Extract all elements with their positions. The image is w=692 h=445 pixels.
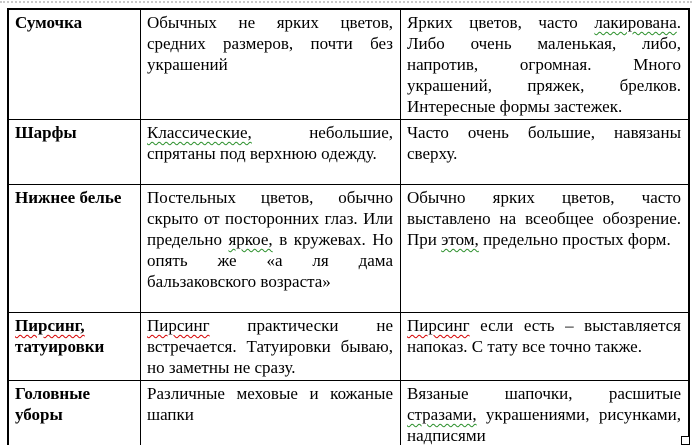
text-segment: если есть – выставляется напоказ. С тату… bbox=[407, 316, 681, 356]
text-segment: Сумочка bbox=[15, 13, 83, 32]
text-segment: Обычных не ярких цветов, средних размеро… bbox=[147, 13, 393, 74]
text-boundary-dotted-line bbox=[0, 1, 692, 3]
grammar-squiggle: Классические, bbox=[147, 123, 252, 142]
left-style-cell: Различные меховые и кожаные шапки bbox=[140, 380, 401, 445]
text-segment: Нижнее белье bbox=[15, 188, 122, 207]
right-style-cell: Обычно ярких цветов, часто выставлено на… bbox=[400, 184, 690, 313]
spellcheck-squiggle: Пирсинг bbox=[407, 316, 470, 335]
table-row: Пирсинг, татуировки Пирсинг практически н… bbox=[7, 312, 690, 381]
grammar-squiggle: этом, bbox=[441, 230, 479, 249]
right-style-cell: Пирсинг если есть – выставляется напоказ… bbox=[400, 312, 690, 381]
table-row: Шарфы Классические, небольшие, спрятаны п… bbox=[7, 119, 690, 185]
comparison-table-body: Сумочка Обычных не ярких цветов, средних … bbox=[7, 8, 690, 445]
left-style-cell: Постельных цветов, обычно скрыто от пост… bbox=[140, 184, 401, 313]
text-segment: небольшие, спрятаны под верхнюю одежду. bbox=[147, 123, 393, 163]
right-style-cell: Часто очень большие, навязаны сверху. bbox=[400, 119, 690, 185]
text-segment: Ярких цветов, часто bbox=[407, 13, 595, 32]
table-row: Сумочка Обычных не ярких цветов, средних … bbox=[7, 8, 690, 120]
table-row: Нижнее белье Постельных цветов, обычно ск… bbox=[7, 184, 690, 313]
right-style-cell: Ярких цветов, часто лакирована. Либо оче… bbox=[400, 8, 690, 120]
row-label-cell: Нижнее белье bbox=[7, 184, 141, 313]
left-style-cell: Пирсинг практически не встречается. Тату… bbox=[140, 312, 401, 381]
grammar-squiggle: стразами, bbox=[407, 405, 477, 424]
spellcheck-squiggle: Пирсинг, bbox=[15, 316, 85, 335]
grammar-squiggle: лакирована bbox=[594, 13, 677, 32]
row-label-cell: Сумочка bbox=[7, 8, 141, 120]
text-segment: Различные меховые и кожаные шапки bbox=[147, 384, 393, 424]
comparison-table: Сумочка Обычных не ярких цветов, средних … bbox=[7, 8, 690, 445]
text-segment: Часто очень большие, навязаны сверху. bbox=[407, 123, 681, 163]
text-segment: в кружевах. Но опять же «а ля дама бальз… bbox=[147, 230, 394, 291]
text-segment: предельно простых форм. bbox=[478, 230, 671, 249]
left-style-cell: Классические, небольшие, спрятаны под ве… bbox=[140, 119, 401, 185]
text-segment: украшениями, рисунками, надписями bbox=[407, 405, 681, 445]
text-segment: Головные уборы bbox=[15, 384, 91, 424]
text-segment: Постельных цветов, обычно скрыто от пост… bbox=[147, 188, 393, 249]
text-segment: Шарфы bbox=[15, 123, 77, 142]
row-label-cell: Пирсинг, татуировки bbox=[7, 312, 141, 381]
right-style-cell: Вязаные шапочки, расшитые стразами, укра… bbox=[400, 380, 690, 445]
table-resize-handle-icon[interactable] bbox=[681, 436, 690, 445]
text-segment: . Либо очень маленькая, либо, напротив, … bbox=[407, 13, 681, 116]
text-segment: практически не встречается. Татуировки б… bbox=[147, 316, 393, 377]
grammar-squiggle: яркое, bbox=[228, 230, 273, 249]
row-label-cell: Шарфы bbox=[7, 119, 141, 185]
row-label-cell: Головные уборы bbox=[7, 380, 141, 445]
text-segment: Обычно ярких цветов, часто выставлено на… bbox=[407, 188, 681, 249]
left-style-cell: Обычных не ярких цветов, средних размеро… bbox=[140, 8, 401, 120]
table-row: Головные уборы Различные меховые и кожаны… bbox=[7, 380, 690, 445]
text-segment: татуировки bbox=[15, 337, 105, 356]
text-segment: Вязаные шапочки, расшитые bbox=[407, 384, 681, 403]
spellcheck-squiggle: Пирсинг bbox=[147, 316, 210, 335]
